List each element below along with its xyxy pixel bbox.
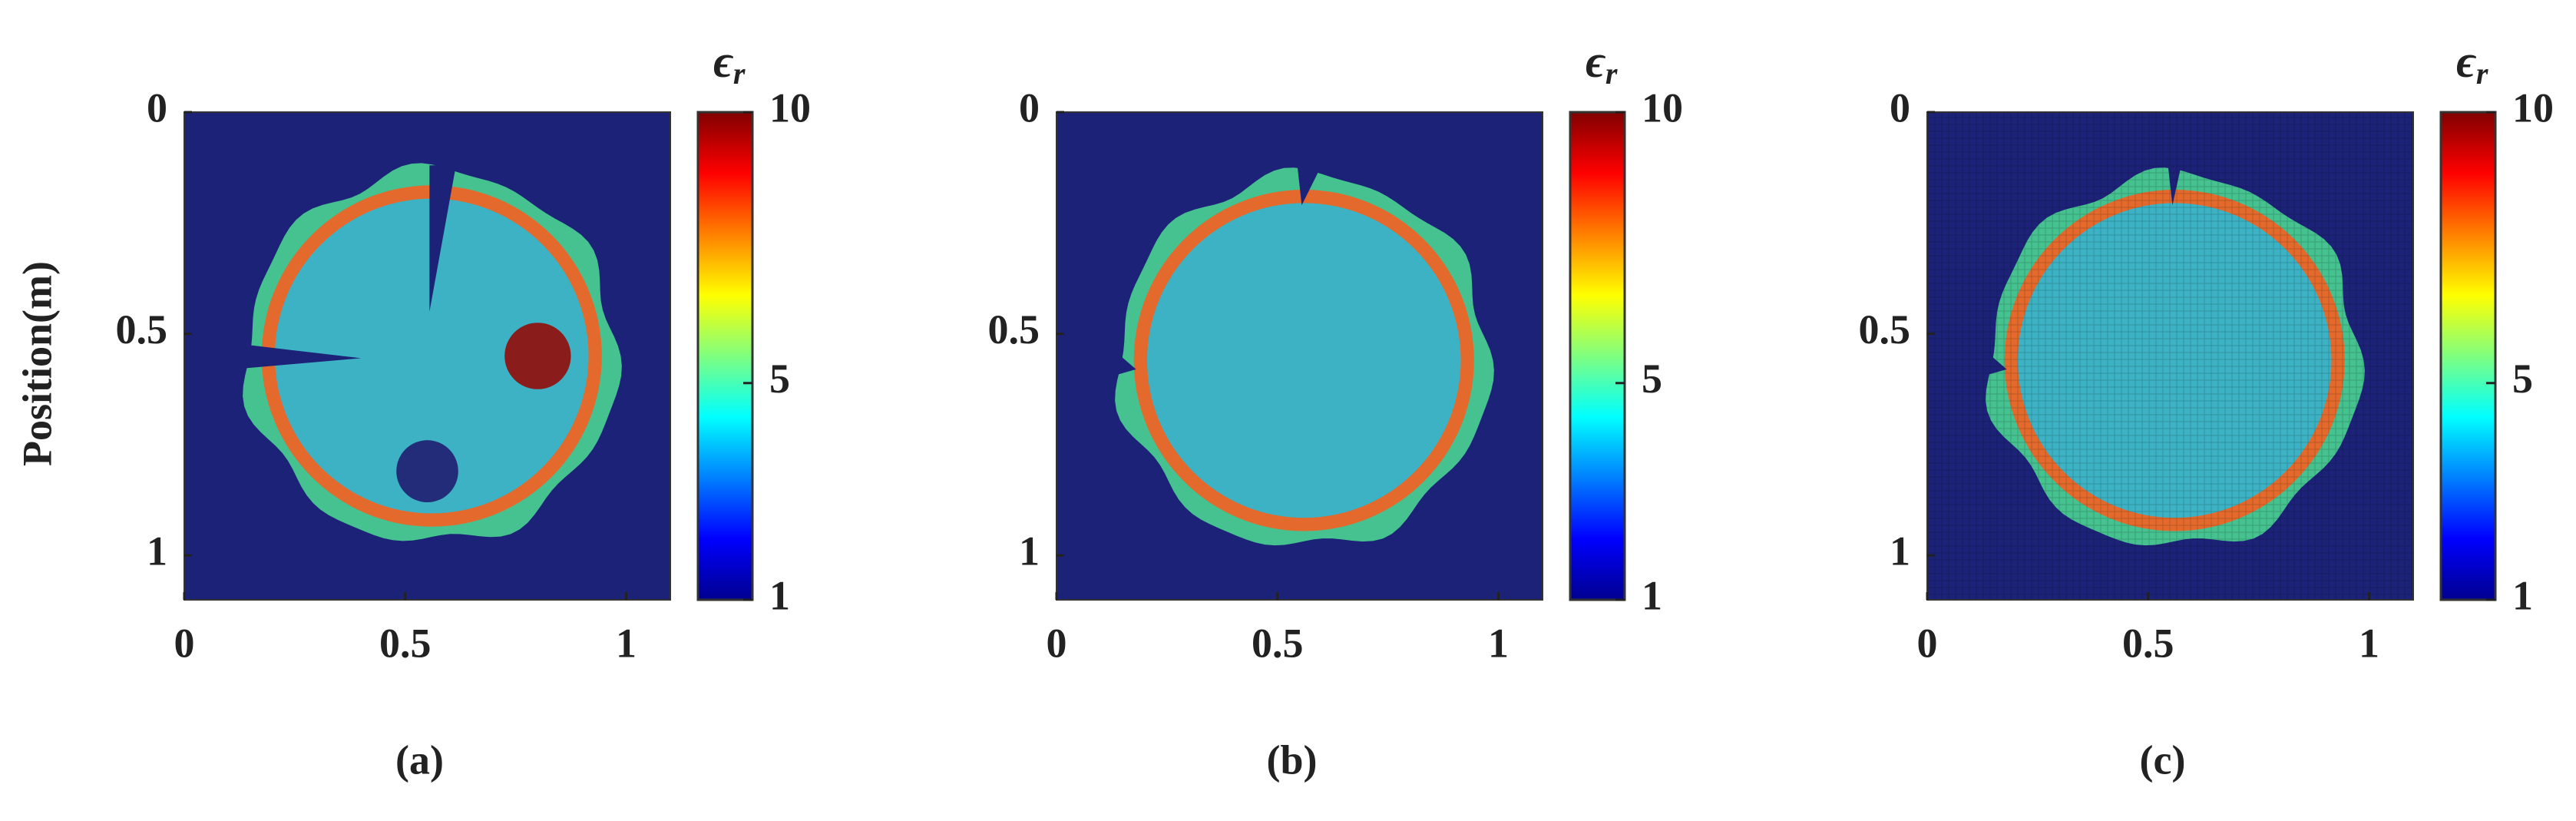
colorbar-subscript: r [2476,56,2488,91]
colorbar-tick-label: 5 [2512,356,2533,402]
colorbar-tick-label: 5 [1642,356,1662,402]
colorbar-tick-label: 5 [769,356,790,402]
y-tick-label: 0.5 [116,306,168,353]
y-tick-label: 1 [147,528,167,574]
inclusion [396,440,458,502]
inclusion [504,323,571,389]
colorbar-tick-label: 1 [769,572,790,618]
heatmap-panel [1926,111,2414,601]
x-tick-label: 0.5 [379,620,432,666]
colorbar [696,111,754,601]
y-tick-label: 0.5 [988,306,1040,353]
colorbar-title: ϵr [1586,36,1618,91]
interior [274,198,589,514]
panel-label: (a) [395,737,444,783]
x-tick-label: 1 [1488,620,1509,666]
colorbar-symbol: ϵ [713,36,733,87]
colorbar [1569,111,1626,601]
x-tick-label: 1 [616,620,637,666]
wedge [228,343,362,369]
colorbar-symbol: ϵ [1586,36,1605,87]
x-tick-label: 1 [2359,620,2379,666]
colorbar [2439,111,2497,601]
y-tick-label: 0 [147,84,167,131]
heatmap-panel [184,111,671,601]
wedge [429,165,456,312]
colorbar-subscript: r [733,56,746,91]
x-tick-label: 0 [1917,620,1938,666]
y-tick-label: 0.5 [1859,306,1911,353]
colorbar-title: ϵr [2456,36,2488,91]
map-frame [1056,111,1543,601]
colorbar-tick-label: 10 [2512,84,2554,131]
colorbar-symbol: ϵ [2456,36,2476,87]
wedge [1105,343,1136,379]
colorbar-tick-label: 10 [769,84,811,131]
pixel-grid [1927,112,2413,600]
heatmap-panel [1056,111,1543,601]
interior [1146,203,1461,518]
colorbar-tick-label: 1 [2512,572,2533,618]
panel-label: (b) [1267,737,1318,783]
map-frame [184,111,671,601]
x-tick-label: 0 [174,620,195,666]
x-tick-label: 0 [1047,620,1067,666]
x-tick-label: 0.5 [2122,620,2174,666]
y-axis-label: Position(m) [14,261,60,466]
wedge [1297,165,1322,206]
colorbar-subscript: r [1605,56,1618,91]
y-tick-label: 1 [1890,528,1910,574]
colorbar-title: ϵr [713,36,746,91]
colorbar-tick-label: 10 [1642,84,1683,131]
colorbar-tick-label: 1 [1642,572,1662,618]
y-tick-label: 0 [1019,84,1040,131]
x-tick-label: 0.5 [1252,620,1304,666]
y-tick-label: 0 [1890,84,1910,131]
map-frame [1926,111,2414,601]
y-tick-label: 1 [1019,528,1040,574]
panel-label: (c) [2140,737,2186,783]
